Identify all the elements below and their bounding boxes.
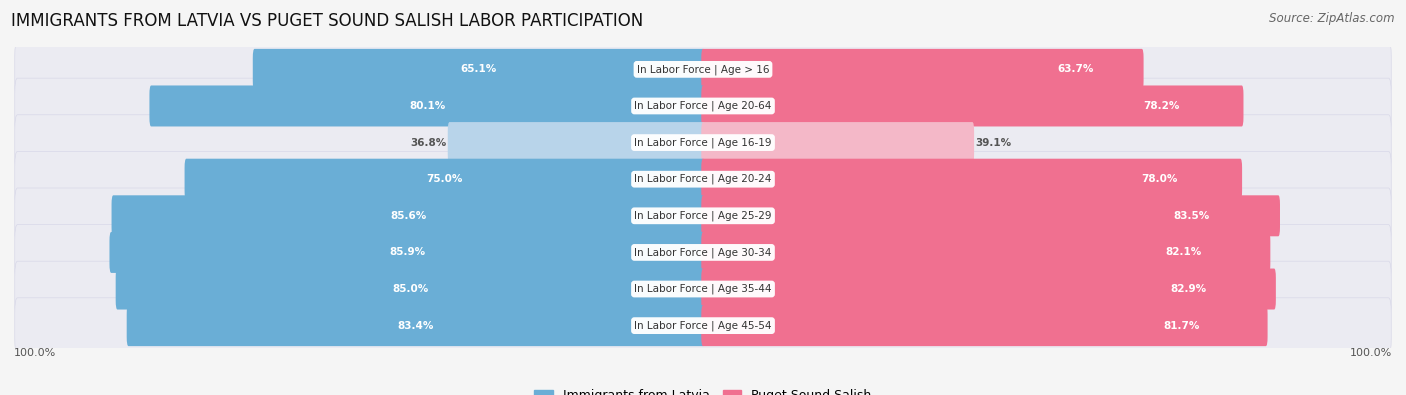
Text: In Labor Force | Age 25-29: In Labor Force | Age 25-29 [634,211,772,221]
Text: 82.1%: 82.1% [1166,247,1202,258]
FancyBboxPatch shape [447,122,704,163]
Text: 100.0%: 100.0% [14,348,56,358]
Text: 85.0%: 85.0% [392,284,429,294]
FancyBboxPatch shape [14,41,1392,97]
FancyBboxPatch shape [14,188,1392,244]
FancyBboxPatch shape [111,195,704,236]
Text: 81.7%: 81.7% [1163,321,1199,331]
FancyBboxPatch shape [253,49,704,90]
Legend: Immigrants from Latvia, Puget Sound Salish: Immigrants from Latvia, Puget Sound Sali… [530,384,876,395]
Text: 39.1%: 39.1% [974,137,1011,148]
FancyBboxPatch shape [702,305,1268,346]
FancyBboxPatch shape [14,261,1392,317]
Text: 83.4%: 83.4% [398,321,434,331]
FancyBboxPatch shape [702,49,1143,90]
FancyBboxPatch shape [14,115,1392,170]
Text: Source: ZipAtlas.com: Source: ZipAtlas.com [1270,12,1395,25]
FancyBboxPatch shape [127,305,704,346]
FancyBboxPatch shape [14,225,1392,280]
Text: IMMIGRANTS FROM LATVIA VS PUGET SOUND SALISH LABOR PARTICIPATION: IMMIGRANTS FROM LATVIA VS PUGET SOUND SA… [11,12,644,30]
FancyBboxPatch shape [115,269,704,310]
Text: In Labor Force | Age 35-44: In Labor Force | Age 35-44 [634,284,772,294]
Text: In Labor Force | Age 20-64: In Labor Force | Age 20-64 [634,101,772,111]
FancyBboxPatch shape [702,159,1241,200]
Text: 80.1%: 80.1% [409,101,446,111]
Text: 36.8%: 36.8% [411,137,447,148]
Text: 85.9%: 85.9% [389,247,425,258]
Text: 65.1%: 65.1% [461,64,496,74]
FancyBboxPatch shape [184,159,704,200]
Text: 100.0%: 100.0% [1350,348,1392,358]
FancyBboxPatch shape [14,78,1392,134]
Text: 78.0%: 78.0% [1142,174,1178,184]
FancyBboxPatch shape [14,298,1392,354]
FancyBboxPatch shape [149,85,704,126]
Text: 85.6%: 85.6% [389,211,426,221]
FancyBboxPatch shape [702,122,974,163]
Text: In Labor Force | Age 45-54: In Labor Force | Age 45-54 [634,320,772,331]
Text: In Labor Force | Age 20-24: In Labor Force | Age 20-24 [634,174,772,184]
FancyBboxPatch shape [110,232,704,273]
FancyBboxPatch shape [702,232,1271,273]
Text: 82.9%: 82.9% [1170,284,1206,294]
Text: In Labor Force | Age 16-19: In Labor Force | Age 16-19 [634,137,772,148]
Text: In Labor Force | Age > 16: In Labor Force | Age > 16 [637,64,769,75]
Text: In Labor Force | Age 30-34: In Labor Force | Age 30-34 [634,247,772,258]
Text: 75.0%: 75.0% [426,174,463,184]
FancyBboxPatch shape [702,269,1275,310]
Text: 78.2%: 78.2% [1143,101,1180,111]
Text: 83.5%: 83.5% [1174,211,1211,221]
FancyBboxPatch shape [702,195,1279,236]
FancyBboxPatch shape [702,85,1243,126]
Text: 63.7%: 63.7% [1057,64,1094,74]
FancyBboxPatch shape [14,151,1392,207]
